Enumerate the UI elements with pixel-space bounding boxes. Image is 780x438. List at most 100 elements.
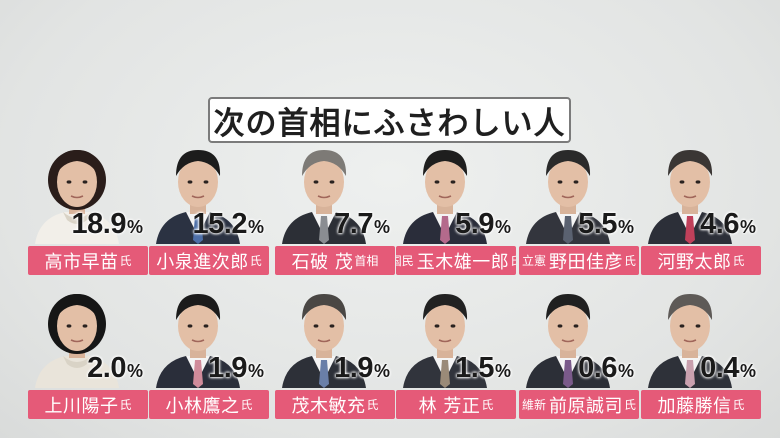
data-label-unit: % xyxy=(739,361,756,381)
data-label: 7.7% xyxy=(334,210,390,239)
chart-title: 次の首相にふさわしい人 xyxy=(208,97,571,143)
candidate-name-label: 茂木敏充氏 xyxy=(275,390,395,419)
data-label: 15.2% xyxy=(193,210,264,239)
data-label-value: 1.5 xyxy=(455,352,494,384)
data-label-unit: % xyxy=(494,217,511,237)
candidate-name-label: 上川陽子氏 xyxy=(28,390,148,419)
portrait-image xyxy=(403,150,487,244)
data-label-unit: % xyxy=(617,361,634,381)
portrait-image xyxy=(35,294,119,388)
honorific-suffix: 氏 xyxy=(732,254,745,268)
portrait-image xyxy=(156,294,240,388)
data-label-unit: % xyxy=(126,361,143,381)
candidate-name: 小林鷹之 xyxy=(165,395,240,417)
candidate-name-label: 国民玉木雄一郎氏 xyxy=(396,246,516,275)
honorific-suffix: 氏 xyxy=(119,254,132,268)
candidate-name: 玉木雄一郎 xyxy=(416,251,510,273)
data-label-value: 4.6 xyxy=(700,208,739,240)
data-label: 1.9% xyxy=(334,354,390,383)
candidate-name-label: 維新 前原誠司氏 xyxy=(519,390,639,419)
candidate-cell: 1.9% 小林鷹之氏 xyxy=(146,288,270,420)
data-label: 4.6% xyxy=(700,210,756,239)
honorific-suffix: 首相 xyxy=(354,254,379,268)
honorific-suffix: 氏 xyxy=(732,398,745,412)
honorific-suffix: 氏 xyxy=(240,398,253,412)
candidate-name-label: 立憲 野田佳彦氏 xyxy=(519,246,639,275)
portrait-image xyxy=(648,150,732,244)
data-label: 5.9% xyxy=(455,210,511,239)
candidate-cell: 0.4% 加藤勝信氏 xyxy=(638,288,762,420)
honorific-suffix: 氏 xyxy=(624,254,637,268)
data-label-value: 5.5 xyxy=(578,208,617,240)
portrait-image xyxy=(282,294,366,388)
data-label-value: 2.0 xyxy=(87,352,126,384)
data-label-unit: % xyxy=(126,217,143,237)
honorific-suffix: 氏 xyxy=(366,398,379,412)
honorific-suffix: 氏 xyxy=(624,398,637,412)
portrait-image xyxy=(35,150,119,244)
data-label-value: 0.6 xyxy=(578,352,617,384)
honorific-suffix: 氏 xyxy=(249,254,262,268)
candidate-cell: 1.5% 林 芳正氏 xyxy=(393,288,517,420)
candidate-cell: 4.6% 河野太郎氏 xyxy=(638,144,762,276)
portrait-image xyxy=(526,294,610,388)
candidate-name-label: 小泉進次郎氏 xyxy=(149,246,269,275)
data-label: 2.0% xyxy=(87,354,143,383)
data-label-value: 15.2 xyxy=(192,208,248,240)
data-label-value: 7.7 xyxy=(334,208,373,240)
candidate-name-label: 小林鷹之氏 xyxy=(149,390,269,419)
candidate-cell: 5.5% 立憲 野田佳彦氏 xyxy=(516,144,640,276)
data-label-unit: % xyxy=(373,361,390,381)
honorific-suffix: 氏 xyxy=(119,398,132,412)
data-label-unit: % xyxy=(373,217,390,237)
candidate-name-label: 林 芳正氏 xyxy=(396,390,516,419)
candidate-cell: 18.9% 高市早苗氏 xyxy=(25,144,149,276)
party-prefix: 維新 xyxy=(521,398,546,412)
data-label-value: 18.9 xyxy=(71,208,127,240)
data-label: 1.5% xyxy=(455,354,511,383)
candidate-cell: 7.7% 石破 茂首相 xyxy=(272,144,396,276)
portrait-image xyxy=(282,150,366,244)
data-label-unit: % xyxy=(739,217,756,237)
data-label: 0.4% xyxy=(700,354,756,383)
honorific-suffix: 氏 xyxy=(481,398,494,412)
candidate-name-label: 河野太郎氏 xyxy=(641,246,761,275)
data-label: 1.9% xyxy=(208,354,264,383)
honorific-suffix: 氏 xyxy=(510,252,516,275)
candidate-cell: 1.9% 茂木敏充氏 xyxy=(272,288,396,420)
candidate-name: 石破 茂 xyxy=(291,251,354,273)
candidate-name: 前原誠司 xyxy=(549,395,623,417)
data-label: 18.9% xyxy=(72,210,143,239)
data-label-value: 1.9 xyxy=(208,352,247,384)
data-label-unit: % xyxy=(247,361,264,381)
candidate-cell: 0.6% 維新 前原誠司氏 xyxy=(516,288,640,420)
candidate-name-label: 加藤勝信氏 xyxy=(641,390,761,419)
portrait-image xyxy=(648,294,732,388)
candidate-name: 野田佳彦 xyxy=(549,251,623,273)
candidate-cell: 5.9% 国民玉木雄一郎氏 xyxy=(393,144,517,276)
candidate-name: 上川陽子 xyxy=(44,395,119,417)
candidate-name: 茂木敏充 xyxy=(291,395,366,417)
candidate-name: 林 芳正 xyxy=(418,395,481,417)
data-label-value: 5.9 xyxy=(455,208,494,240)
party-prefix: 立憲 xyxy=(521,254,546,268)
candidate-cell: 15.2% 小泉進次郎氏 xyxy=(146,144,270,276)
candidate-name: 小泉進次郎 xyxy=(156,251,249,273)
candidate-cell: 2.0% 上川陽子氏 xyxy=(25,288,149,420)
data-label-unit: % xyxy=(617,217,634,237)
data-label-value: 1.9 xyxy=(334,352,373,384)
candidate-name-label: 高市早苗氏 xyxy=(28,246,148,275)
candidate-name-label: 石破 茂首相 xyxy=(275,246,395,275)
portrait-image xyxy=(403,294,487,388)
data-label-unit: % xyxy=(494,361,511,381)
data-label: 5.5% xyxy=(578,210,634,239)
data-label-unit: % xyxy=(247,217,264,237)
candidate-name: 河野太郎 xyxy=(657,251,732,273)
candidate-name: 加藤勝信 xyxy=(657,395,732,417)
candidate-name: 高市早苗 xyxy=(44,251,119,273)
portrait-image xyxy=(156,150,240,244)
portrait-image xyxy=(526,150,610,244)
party-prefix: 国民 xyxy=(396,254,414,268)
data-label: 0.6% xyxy=(578,354,634,383)
